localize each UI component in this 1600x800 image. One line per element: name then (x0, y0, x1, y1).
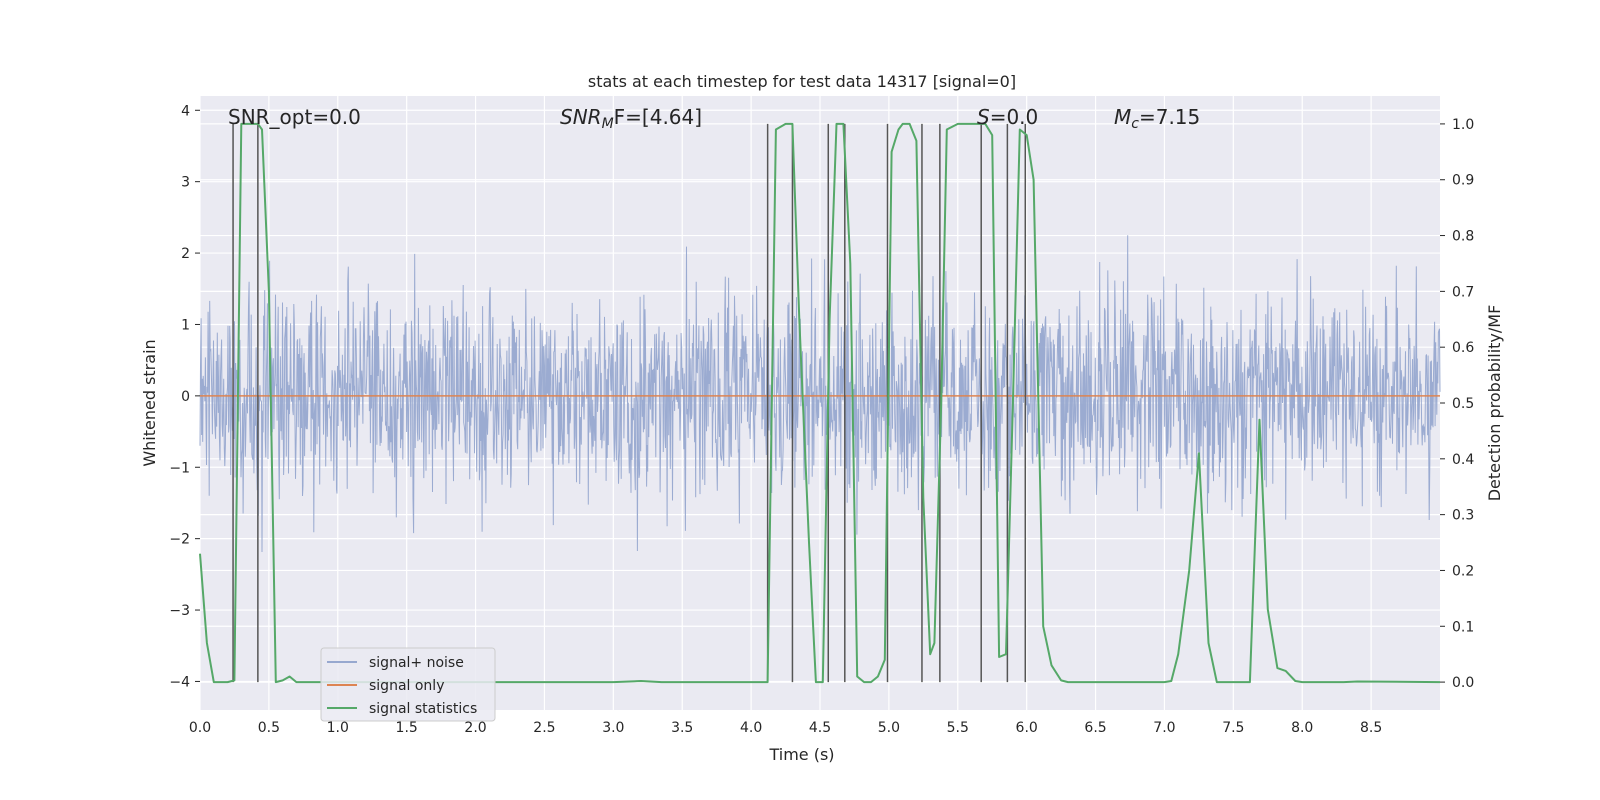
y-right-tick-label-4: 0.4 (1452, 452, 1474, 468)
x-tick-label-12: 6.0 (1016, 720, 1038, 736)
legend-label-signal-statistics: signal statistics (369, 701, 477, 717)
x-tick-label-2: 1.0 (327, 720, 349, 736)
y-tick-label-5: 1 (181, 317, 190, 333)
x-tick-label-16: 8.0 (1291, 720, 1313, 736)
x-axis-label: Time (s) (768, 745, 834, 764)
y-tick-label-1: −3 (169, 603, 190, 619)
noise-trace (199, 235, 1441, 553)
annotation-snr-mf-base: SNR (560, 105, 602, 129)
y-right-tick-label-5: 0.5 (1452, 396, 1474, 412)
chart-title: stats at each timestep for test data 143… (588, 72, 1016, 91)
x-tick-label-7: 3.5 (671, 720, 693, 736)
annotation-snr-opt: SNR_opt=0.0 (228, 105, 361, 129)
x-tick-label-10: 5.0 (878, 720, 900, 736)
x-tick-label-11: 5.5 (947, 720, 969, 736)
y-right-tick-label-1: 0.1 (1452, 619, 1474, 635)
legend-label-signal-only: signal only (369, 678, 444, 694)
x-tick-label-13: 6.5 (1084, 720, 1106, 736)
y-tick-label-6: 2 (181, 246, 190, 262)
x-tick-label-14: 7.0 (1153, 720, 1175, 736)
y-tick-label-7: 3 (181, 175, 190, 191)
y-right-tick-label-8: 0.8 (1452, 229, 1474, 245)
x-tick-label-15: 7.5 (1222, 720, 1244, 736)
annotation-s: S=0.0 (977, 105, 1038, 129)
x-tick-label-0: 0.0 (189, 720, 211, 736)
x-tick-label-1: 0.5 (258, 720, 280, 736)
legend-label-signal-noise: signal+ noise (369, 655, 464, 671)
annotation-s-label: S (977, 105, 990, 129)
x-tick-label-9: 4.5 (809, 720, 831, 736)
grid (199, 96, 1440, 710)
annotation-snr-mf-rest: F=[4.64] (614, 105, 702, 129)
annotation-s-value: =0.0 (990, 105, 1039, 129)
annotation-mc-value: =7.15 (1139, 105, 1200, 129)
y-tick-label-0: −4 (169, 674, 190, 690)
annotation-snr-mf: SNRMF=[4.64] (560, 105, 702, 132)
annotation-mc-sub: c (1131, 116, 1139, 132)
x-tick-label-17: 8.5 (1360, 720, 1382, 736)
x-tick-label-5: 2.5 (533, 720, 555, 736)
y-tick-label-8: 4 (181, 103, 190, 119)
y-right-tick-label-9: 0.9 (1452, 173, 1474, 189)
y-tick-label-3: −1 (169, 460, 190, 476)
y-right-tick-label-6: 0.6 (1452, 340, 1474, 356)
legend: signal+ noise signal only signal statist… (320, 647, 496, 722)
x-tick-label-4: 2.0 (464, 720, 486, 736)
series-signal-statistics (199, 122, 1441, 684)
y-axis-label-right: Detection probability/MF (1485, 305, 1504, 502)
series-signal-noise (199, 235, 1441, 553)
y-tick-label-2: −2 (169, 532, 190, 548)
y-right-tick-label-10: 1.0 (1452, 117, 1474, 133)
y-tick-label-4: 0 (181, 389, 190, 405)
annotation-mc: Mc=7.15 (1114, 105, 1200, 132)
annotation-snr-mf-sub: M (602, 116, 614, 132)
x-tick-label-3: 1.5 (396, 720, 418, 736)
y-axis-label: Whitened strain (140, 339, 159, 466)
x-tick-label-8: 4.0 (740, 720, 762, 736)
axis-ticks: 0.0 0.5 1.0 1.5 2.0 2.5 3.0 3.5 4.0 4.5 5.0 5.5 6.0 6… (169, 103, 1474, 736)
legend-box (320, 647, 496, 722)
annotation-mc-base: M (1114, 105, 1131, 129)
x-tick-label-6: 3.0 (602, 720, 624, 736)
y-right-tick-label-3: 0.3 (1452, 508, 1474, 524)
y-right-tick-label-7: 0.7 (1452, 284, 1474, 300)
y-right-tick-label-2: 0.2 (1452, 563, 1474, 579)
y-right-tick-label-0: 0.0 (1452, 675, 1474, 691)
